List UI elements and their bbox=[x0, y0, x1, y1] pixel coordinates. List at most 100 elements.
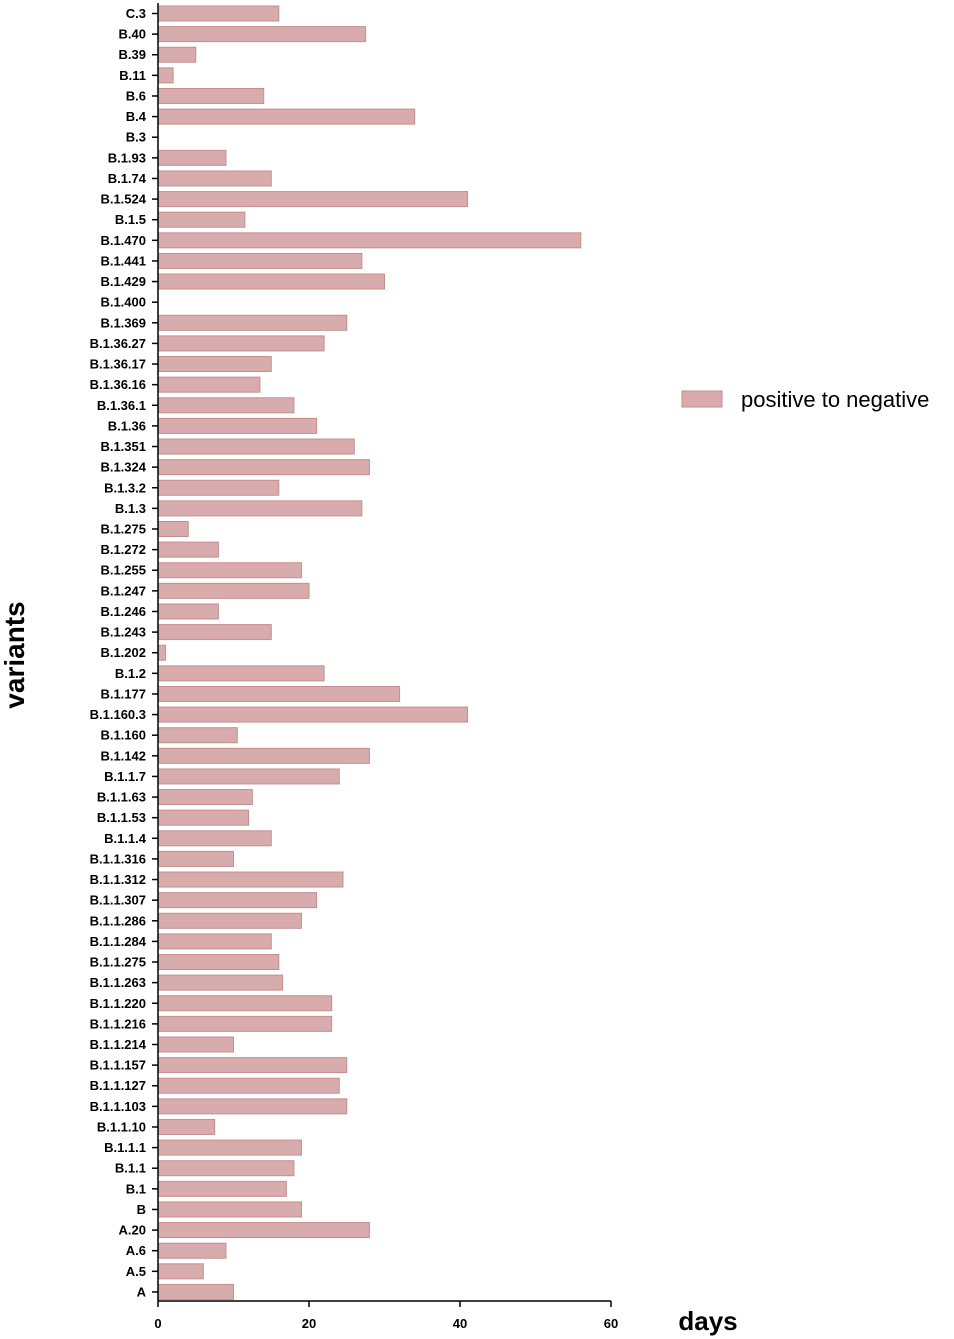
legend-label: positive to negative bbox=[741, 387, 929, 412]
bar-C.3 bbox=[157, 5, 280, 22]
y-tick-label: A.5 bbox=[126, 1264, 146, 1279]
y-tick-label: B.1.202 bbox=[100, 645, 146, 660]
bar-A.5 bbox=[157, 1263, 204, 1280]
y-tick-label: B.1.1.1 bbox=[104, 1140, 146, 1155]
bar-B.1.36.1 bbox=[157, 397, 295, 414]
bar-B.1.1.10 bbox=[157, 1118, 216, 1135]
bar-B.1.93 bbox=[157, 149, 227, 166]
y-tick-label: B.1.255 bbox=[100, 563, 146, 578]
bar-B.40 bbox=[157, 26, 367, 43]
y-tick-label: B.1.1.307 bbox=[90, 893, 146, 908]
bar-B.11 bbox=[157, 67, 174, 84]
bar-B.1.1.127 bbox=[157, 1077, 340, 1094]
y-tick-label: B.1.36.1 bbox=[97, 398, 146, 413]
y-tick-label: B.1.470 bbox=[100, 233, 146, 248]
bar-B.1.1.307 bbox=[157, 892, 318, 909]
bar-B.1.1.7 bbox=[157, 768, 340, 785]
y-tick-label: B.1.93 bbox=[108, 150, 146, 165]
bar-B.4 bbox=[157, 108, 416, 125]
y-tick-label: B.1.1.7 bbox=[104, 769, 146, 784]
y-tick-label: B.1.1.127 bbox=[90, 1078, 146, 1093]
bar-B.1.243 bbox=[157, 624, 272, 641]
y-tick-label: B.1.272 bbox=[100, 542, 146, 557]
bar-B bbox=[157, 1201, 302, 1218]
y-tick-label: B.1.36.16 bbox=[90, 377, 146, 392]
bar-B.1.247 bbox=[157, 582, 310, 599]
y-tick-label: B.1.324 bbox=[100, 460, 146, 475]
bar-B.1.429 bbox=[157, 273, 385, 290]
bar-B.1.246 bbox=[157, 603, 219, 620]
y-tick-label: B.11 bbox=[119, 68, 146, 83]
bar-B.1.1.316 bbox=[157, 850, 234, 867]
bar-B.1.3.2 bbox=[157, 479, 280, 496]
y-tick-label: B.1.275 bbox=[100, 522, 146, 537]
y-tick-label: B.1.524 bbox=[100, 192, 146, 207]
bar-B.1.324 bbox=[157, 459, 370, 476]
bar-B.1.5 bbox=[157, 211, 246, 228]
bar-B.1.1 bbox=[157, 1160, 295, 1177]
bar-B.1.1.63 bbox=[157, 789, 253, 806]
y-tick-label: B.1.1.214 bbox=[90, 1037, 147, 1052]
y-tick-label: B.1.160.3 bbox=[90, 707, 146, 722]
bar-B.1.369 bbox=[157, 314, 348, 331]
bar-B.1.1.263 bbox=[157, 974, 284, 991]
y-tick-label: B.1.243 bbox=[100, 625, 146, 640]
bar-B.1.1.312 bbox=[157, 871, 344, 888]
y-axis-title: variants bbox=[0, 601, 30, 708]
y-tick-label: B.1.1.63 bbox=[97, 790, 146, 805]
y-tick-label: B.1.1.10 bbox=[97, 1119, 146, 1134]
bar-B.1.1.214 bbox=[157, 1036, 234, 1053]
bar-B.1.272 bbox=[157, 541, 219, 558]
bar-B.1.524 bbox=[157, 191, 469, 208]
legend: positive to negative bbox=[681, 387, 929, 412]
bar-A.20 bbox=[157, 1222, 370, 1239]
y-tick-label: B.1.5 bbox=[115, 212, 146, 227]
y-tick-label: B.40 bbox=[119, 27, 146, 42]
bar-B.1.275 bbox=[157, 521, 189, 537]
y-tick-label: B bbox=[137, 1202, 146, 1217]
bar-B.1.36.16 bbox=[157, 376, 261, 393]
bar-B.1.36.27 bbox=[157, 335, 325, 352]
y-tick-label: B.1.1.103 bbox=[90, 1099, 146, 1114]
bars-group bbox=[157, 5, 582, 1300]
bar-B.1.441 bbox=[157, 252, 363, 269]
x-tick-label: 20 bbox=[302, 1316, 316, 1331]
y-tick-label: B.6 bbox=[126, 88, 146, 103]
y-tick-label: B.1.1.220 bbox=[90, 996, 146, 1011]
x-ticks-group: 0 20 40 60 bbox=[154, 1301, 618, 1331]
x-tick-label: 60 bbox=[604, 1316, 618, 1331]
y-tick-label: B.1.1.316 bbox=[90, 851, 146, 866]
bar-B.39 bbox=[157, 46, 197, 63]
y-tick-label: B.1.1.4 bbox=[104, 831, 147, 846]
y-tick-label: B.1.429 bbox=[100, 274, 146, 289]
y-tick-label: A.6 bbox=[126, 1243, 146, 1258]
bar-B.1.1.284 bbox=[157, 933, 272, 950]
y-tick-label: B.1.36.17 bbox=[90, 357, 146, 372]
bar-B.1.177 bbox=[157, 685, 401, 702]
bar-B.1.36.17 bbox=[157, 356, 272, 373]
bar-B.1.1.286 bbox=[157, 912, 302, 929]
y-tick-label: B.1.36 bbox=[108, 418, 146, 433]
y-tick-label: B.1.1 bbox=[115, 1161, 146, 1176]
y-tick-label: B.1.160 bbox=[100, 728, 146, 743]
y-tick-label: B.4 bbox=[126, 109, 147, 124]
bar-B.1.2 bbox=[157, 665, 325, 682]
y-tick-label: C.3 bbox=[126, 6, 146, 21]
y-tick-label: B.1.1.312 bbox=[90, 872, 146, 887]
y-tick-label: B.1.177 bbox=[100, 686, 146, 701]
x-tick-label: 0 bbox=[154, 1316, 161, 1331]
bar-B.1.160 bbox=[157, 727, 238, 744]
bar-B.1.3 bbox=[157, 500, 363, 517]
bar-B.1.1.1 bbox=[157, 1139, 302, 1156]
bar-B.1.351 bbox=[157, 438, 355, 455]
bar-B.1.1.220 bbox=[157, 995, 333, 1012]
y-tick-label: B.1.1.284 bbox=[90, 934, 147, 949]
bar-B.1.1.103 bbox=[157, 1098, 348, 1115]
y-tick-label: B.1.1.275 bbox=[90, 955, 146, 970]
bar-B.1.470 bbox=[157, 232, 582, 249]
y-tick-label: B.1.369 bbox=[100, 315, 146, 330]
y-tick-label: B.1.1.53 bbox=[97, 810, 146, 825]
bar-B.1.1.275 bbox=[157, 954, 280, 971]
y-tick-label: B.1.3 bbox=[115, 501, 146, 516]
bar-B.1.74 bbox=[157, 170, 272, 187]
